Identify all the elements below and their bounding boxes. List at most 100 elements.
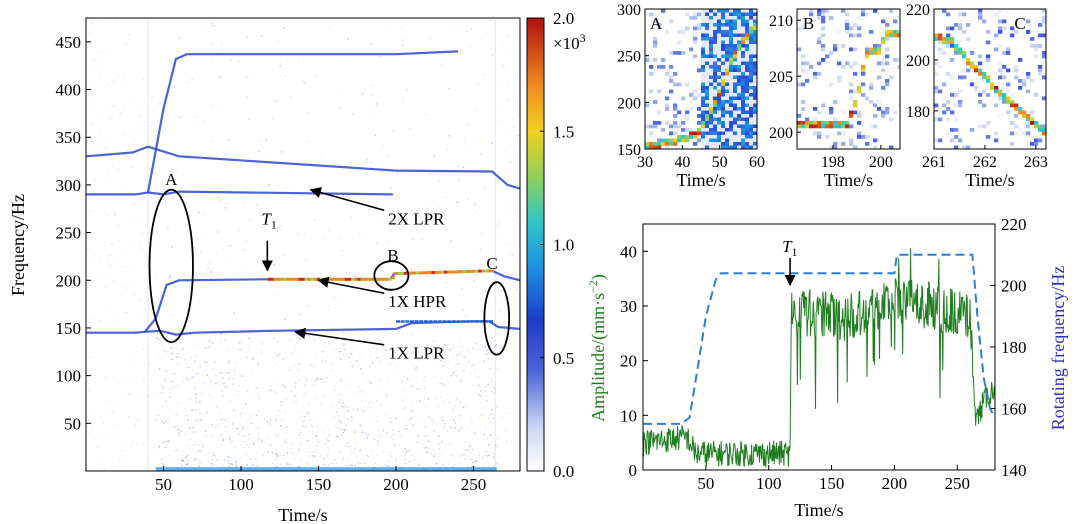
noise-speck (495, 344, 498, 346)
noise-speck (212, 384, 215, 386)
noise-speck (490, 356, 493, 358)
inset-cell (725, 107, 730, 111)
noise-speck (212, 452, 214, 454)
inset-cell (701, 23, 706, 27)
noise-speck (180, 342, 183, 344)
inset-cell (946, 12, 951, 17)
noise-speck (455, 466, 458, 468)
inset-cell (845, 30, 850, 34)
noise-speck (233, 408, 235, 411)
noise-speck (513, 126, 515, 128)
noise-speck (203, 120, 205, 123)
noise-speck (294, 346, 297, 348)
noise-speck (181, 458, 184, 460)
inset-cell (729, 103, 734, 108)
noise-speck (437, 405, 439, 407)
inset-cell (805, 117, 810, 122)
noise-speck (409, 127, 411, 130)
noise-speck (379, 341, 382, 344)
inset-cell (849, 89, 854, 94)
noise-speck (111, 105, 114, 107)
noise-speck (493, 387, 496, 389)
inset-cell (865, 47, 870, 52)
inset-cell (797, 26, 802, 31)
inset-ytick-label: 220 (906, 2, 930, 19)
noise-speck (306, 141, 308, 143)
noise-speck (404, 407, 406, 410)
inset-cell (721, 117, 726, 122)
noise-speck (226, 460, 229, 462)
noise-speck (173, 426, 176, 428)
noise-speck (440, 396, 442, 398)
noise-speck (506, 165, 508, 168)
inset-cell (741, 128, 746, 132)
inset-cell (1030, 79, 1035, 83)
inset-cell (713, 128, 718, 132)
noise-speck (447, 359, 449, 361)
inset-cell (733, 86, 738, 90)
noise-speck (211, 459, 214, 461)
noise-speck (425, 345, 428, 347)
noise-speck (361, 400, 363, 402)
noise-speck (454, 422, 456, 424)
inset-cell (745, 145, 750, 149)
noise-speck (453, 357, 455, 359)
inset-cell (745, 79, 750, 83)
noise-speck (470, 366, 473, 368)
noise-speck (354, 465, 356, 467)
noise-speck (424, 387, 426, 390)
noise-speck (190, 398, 192, 400)
inset-cell (753, 124, 757, 129)
noise-speck (401, 343, 403, 345)
inset-cell (741, 58, 746, 62)
inset-cell (841, 9, 846, 13)
noise-speck (114, 211, 116, 213)
inset-cell (885, 110, 890, 115)
noise-speck (466, 30, 468, 33)
inset-cell (705, 145, 710, 149)
inset-cell (701, 26, 706, 31)
inset-cell (741, 26, 746, 31)
noise-speck (509, 161, 511, 163)
noise-speck (132, 362, 135, 364)
noise-speck (388, 191, 391, 194)
inset-cell (745, 86, 750, 90)
inset-cell (1042, 16, 1046, 20)
inset-cell (721, 114, 726, 118)
inset-cell (986, 121, 991, 125)
noise-speck (481, 415, 483, 417)
inset-cell (721, 75, 726, 80)
noise-speck (447, 381, 449, 383)
hpr-ridge-cell (440, 270, 445, 274)
line-y2tick-label: 200 (1001, 277, 1027, 296)
inset-cell (645, 145, 650, 149)
noise-speck (101, 137, 103, 140)
inset-cell (725, 16, 730, 20)
noise-speck (145, 276, 147, 278)
noise-speck (419, 400, 421, 402)
inset-cell (741, 61, 746, 66)
inset-cell (737, 79, 742, 83)
noise-speck (207, 459, 210, 461)
inset-cell (753, 37, 757, 41)
noise-speck (257, 433, 259, 435)
inset-cell (661, 142, 666, 146)
inset-cell (717, 107, 722, 111)
noise-speck (506, 132, 508, 134)
noise-speck (442, 347, 444, 349)
inset-cell (753, 40, 757, 45)
noise-speck (142, 378, 145, 380)
noise-speck (128, 415, 130, 418)
noise-speck (112, 279, 114, 281)
inset-cell (713, 121, 718, 125)
inset-cell (805, 79, 810, 83)
inset-cell (669, 79, 674, 83)
inset-cell (1034, 54, 1039, 59)
inset-cell (934, 117, 939, 122)
noise-speck (103, 469, 106, 471)
noise-speck (327, 464, 330, 466)
inset-cell (737, 51, 742, 55)
noise-speck (204, 423, 207, 425)
noise-speck (397, 346, 399, 348)
line-xtick-label: 150 (819, 474, 845, 493)
